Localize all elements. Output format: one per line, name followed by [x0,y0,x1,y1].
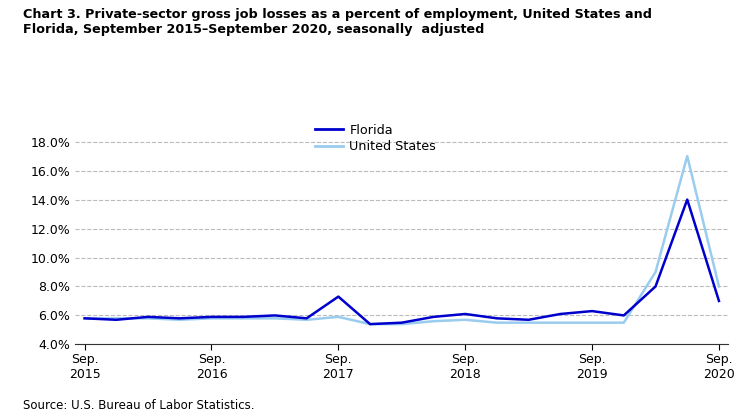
United States [143,316,152,321]
Florida [587,309,596,314]
United States [112,316,121,321]
United States [556,320,565,325]
Florida [651,284,660,289]
United States [239,316,248,321]
Florida [366,322,375,327]
Florida [620,313,629,318]
United States [366,322,375,327]
Florida [302,316,311,321]
United States [683,154,692,159]
Line: United States: United States [85,156,719,324]
Line: Florida: Florida [85,200,719,324]
United States [80,316,89,321]
United States [207,316,216,321]
Florida [714,299,723,304]
Florida [112,317,121,322]
United States [493,320,502,325]
United States [620,320,629,325]
United States [429,319,438,324]
Florida [270,313,279,318]
United States [270,316,279,321]
Florida [334,294,343,299]
Legend: Florida, United States: Florida, United States [315,124,436,153]
Florida [239,314,248,319]
Florida [207,314,216,319]
United States [524,320,533,325]
Text: Chart 3. Private-sector gross job losses as a percent of employment, United Stat: Chart 3. Private-sector gross job losses… [23,8,652,37]
Florida [683,197,692,202]
Text: Source: U.S. Bureau of Labor Statistics.: Source: U.S. Bureau of Labor Statistics. [23,399,254,412]
Florida [143,314,152,319]
Florida [429,314,438,319]
United States [460,317,469,322]
United States [714,284,723,289]
Florida [397,320,406,325]
Florida [524,317,533,322]
United States [651,270,660,275]
Florida [556,312,565,317]
United States [334,314,343,319]
Florida [493,316,502,321]
Florida [460,312,469,317]
United States [302,317,311,322]
United States [175,317,184,322]
United States [587,320,596,325]
United States [397,322,406,327]
Florida [80,316,89,321]
Florida [175,316,184,321]
